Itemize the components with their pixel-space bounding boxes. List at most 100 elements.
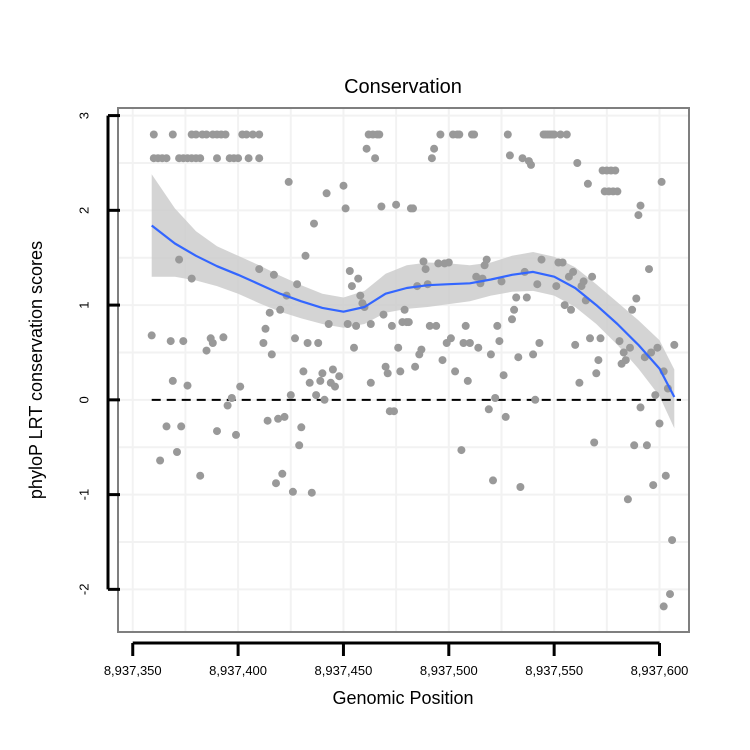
data-point — [263, 416, 272, 425]
data-point — [531, 395, 540, 404]
data-point — [366, 320, 375, 328]
data-point — [495, 337, 504, 346]
data-point — [430, 144, 439, 153]
data-point — [459, 339, 468, 347]
data-point — [579, 277, 588, 286]
data-point — [482, 255, 491, 264]
data-point — [421, 265, 430, 274]
data-point — [284, 177, 293, 186]
data-point — [653, 343, 662, 352]
data-point — [213, 427, 221, 436]
data-point — [647, 348, 656, 357]
data-point — [269, 270, 278, 279]
data-point — [655, 419, 664, 428]
data-point — [291, 334, 299, 343]
data-point — [259, 339, 268, 347]
data-point — [255, 154, 264, 163]
data-point — [411, 362, 420, 371]
data-points — [147, 130, 679, 611]
x-tick-label: 8,937,350 — [104, 663, 162, 678]
data-point — [527, 160, 535, 169]
data-point — [213, 154, 221, 163]
data-point — [619, 348, 628, 357]
data-point — [446, 334, 455, 343]
data-point — [404, 318, 413, 327]
data-point — [668, 536, 677, 545]
data-point — [486, 350, 495, 359]
data-point — [331, 382, 339, 391]
data-point — [387, 321, 396, 330]
data-point — [586, 334, 594, 343]
data-point — [636, 201, 645, 210]
data-point — [379, 310, 388, 319]
data-point — [394, 343, 403, 352]
data-point — [324, 320, 333, 328]
data-point — [457, 446, 466, 455]
data-point — [232, 430, 240, 439]
data-point — [621, 356, 630, 365]
data-point — [651, 391, 660, 400]
data-point — [583, 179, 592, 188]
x-axis: 8,937,350 8,937,400 8,937,450 8,937,500 8,93… — [104, 641, 688, 678]
data-point — [192, 130, 200, 139]
data-point — [303, 339, 312, 347]
data-point — [339, 181, 348, 190]
data-point — [659, 602, 668, 611]
y-axis: -2 -1 0 1 2 3 — [77, 112, 120, 595]
data-point — [503, 130, 512, 139]
data-point — [432, 321, 441, 330]
smooth-line-group — [151, 224, 676, 398]
data-point — [474, 343, 483, 352]
data-point — [328, 365, 337, 374]
data-point — [510, 305, 519, 314]
chart-title: Conservation — [344, 76, 462, 98]
data-point — [350, 343, 358, 352]
data-point — [219, 333, 228, 342]
data-point — [261, 324, 270, 333]
data-point — [320, 395, 329, 404]
data-point — [630, 441, 639, 450]
data-point — [436, 130, 445, 139]
x-tick-label: 8,937,400 — [209, 663, 267, 678]
data-point — [438, 356, 447, 365]
plot-frame — [117, 107, 690, 633]
data-point — [177, 422, 186, 431]
data-point — [463, 376, 472, 385]
data-point — [244, 154, 253, 163]
data-point — [366, 378, 375, 387]
data-point — [514, 353, 523, 362]
data-point — [278, 469, 287, 478]
data-point — [343, 320, 352, 328]
data-point — [451, 367, 460, 376]
data-point — [634, 211, 643, 220]
data-point — [168, 376, 177, 385]
data-point — [615, 337, 624, 346]
data-point — [265, 308, 274, 317]
data-point — [179, 337, 188, 346]
data-point — [362, 144, 371, 153]
data-point — [202, 346, 211, 355]
data-point — [392, 200, 401, 209]
data-point — [594, 356, 603, 365]
data-point — [558, 258, 567, 267]
data-point — [626, 343, 634, 352]
data-point — [529, 350, 538, 359]
x-tick-label: 8,937,550 — [525, 663, 583, 678]
data-point — [162, 422, 171, 431]
data-point — [666, 590, 674, 599]
data-point — [183, 381, 192, 390]
data-point — [575, 378, 584, 387]
data-point — [162, 154, 171, 163]
data-point — [550, 130, 559, 139]
data-point — [242, 130, 251, 139]
data-point — [383, 369, 392, 378]
data-point — [312, 391, 321, 400]
y-tick-label: -1 — [77, 489, 92, 501]
data-point — [322, 189, 331, 198]
data-point — [307, 488, 316, 497]
data-point — [611, 166, 620, 175]
data-point — [354, 274, 363, 283]
data-point — [623, 495, 632, 504]
data-point — [295, 441, 304, 450]
data-point — [149, 130, 158, 139]
